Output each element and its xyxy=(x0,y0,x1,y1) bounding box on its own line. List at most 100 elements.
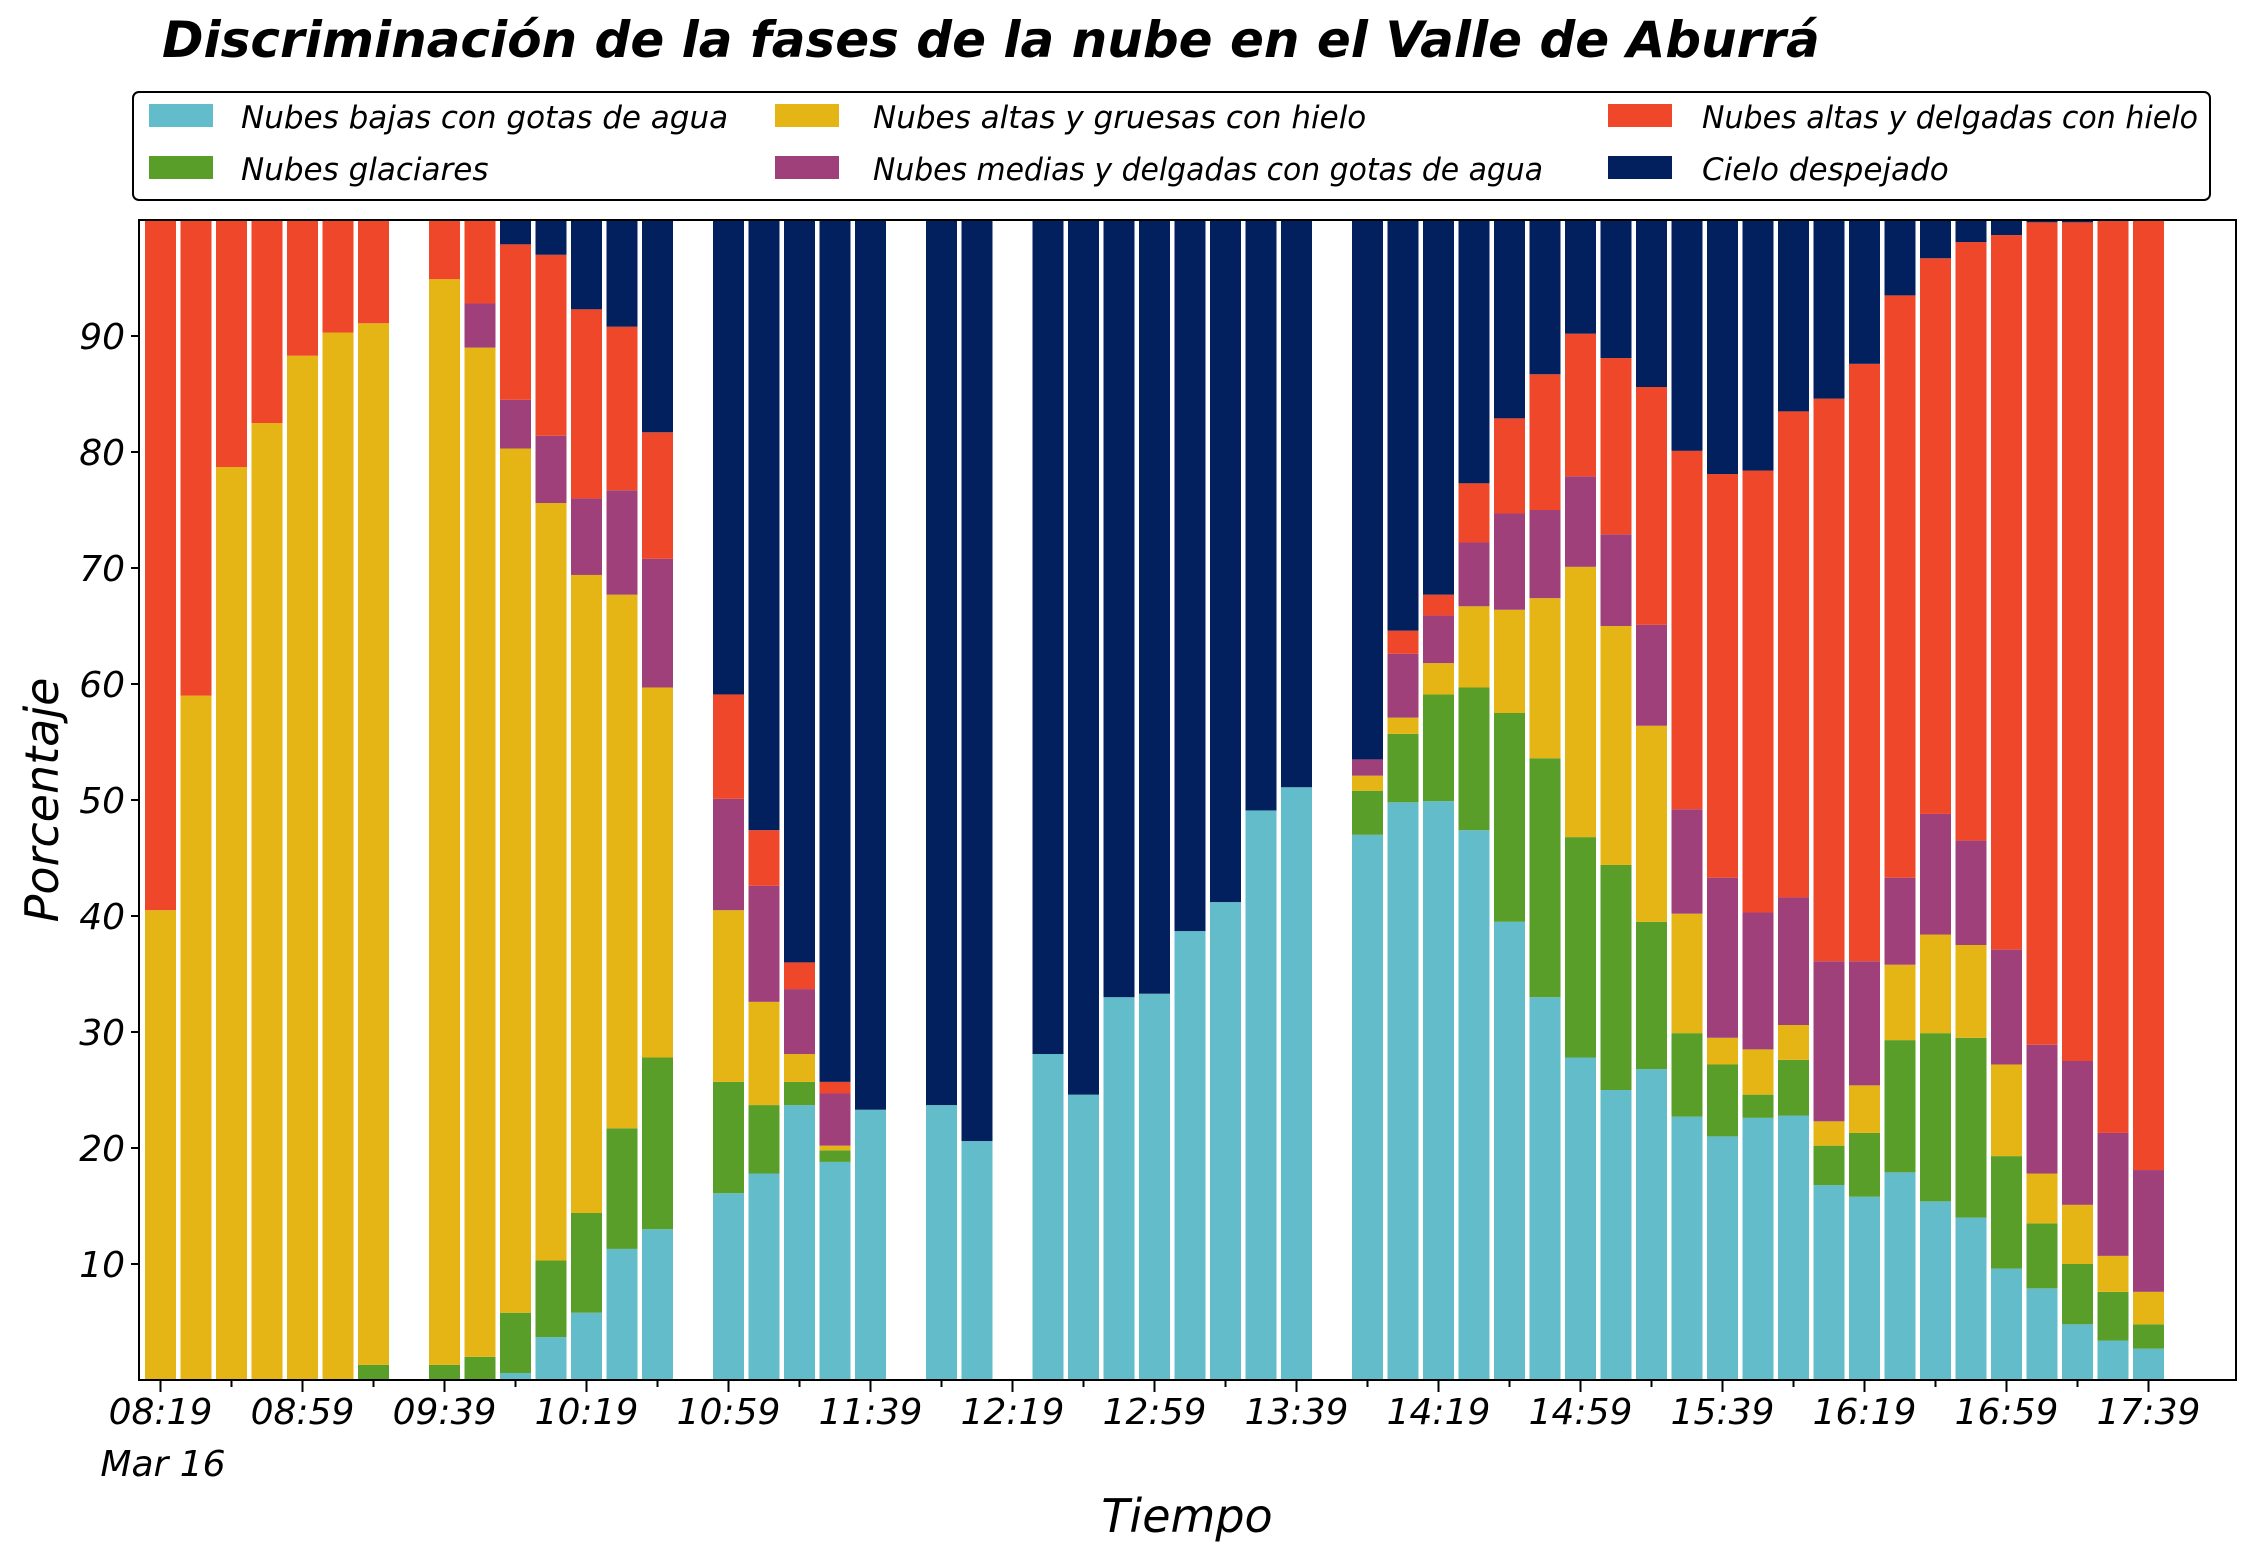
bar-segment-despejado-1649 xyxy=(1955,220,1987,243)
bar-segment-despejado-1329 xyxy=(1245,220,1277,811)
bar-segment-gruesas-1559 xyxy=(1778,1025,1809,1060)
bar-segment-despejado-1209 xyxy=(961,220,993,1142)
bar-segment-delgadas-1039 xyxy=(642,432,673,559)
bar-segment-delgadas-0829 xyxy=(180,220,212,696)
bar-segment-despejado-1709 xyxy=(2026,220,2058,223)
bar-segment-medias-1459 xyxy=(1565,476,1596,567)
bar-segment-despejado-1609 xyxy=(1813,220,1845,399)
bar-segment-medias-1009 xyxy=(535,435,567,504)
x-tick-label: 12:19 xyxy=(961,1392,1065,1433)
bar-segment-medias-1019 xyxy=(571,498,602,575)
legend-label-bajas: Nubes bajas con gotas de agua xyxy=(241,100,728,136)
bar-segment-delgadas-0959 xyxy=(500,244,531,400)
bar-stacks xyxy=(145,220,2164,1381)
bar-segment-bajas-1539 xyxy=(1707,1136,1738,1380)
bar-segment-despejado-1639 xyxy=(1920,220,1951,259)
bar-segment-despejado-0959 xyxy=(500,220,531,245)
bar-segment-bajas-1659 xyxy=(1991,1268,2022,1380)
bar-segment-glaciares-0939 xyxy=(429,1364,460,1380)
y-tick-label: 10 xyxy=(79,1245,125,1286)
bar-segment-despejado-1529 xyxy=(1671,220,1703,451)
bar-segment-delgadas-0949 xyxy=(464,220,496,304)
bar-segment-medias-1639 xyxy=(1920,813,1951,935)
bar-segment-bajas-1649 xyxy=(1955,1217,1987,1380)
chart-title: Discriminación de la fases de la nube en… xyxy=(162,11,1820,69)
bar-segment-medias-1559 xyxy=(1778,897,1809,1026)
bar-segment-medias-0949 xyxy=(464,303,496,348)
bar-segment-glaciares-1019 xyxy=(571,1212,602,1313)
legend-swatch-delgadas xyxy=(1608,104,1672,127)
bar-segment-gruesas-1439 xyxy=(1494,609,1525,713)
bar-segment-gruesas-0839 xyxy=(216,467,247,1381)
bar-segment-delgadas-1449 xyxy=(1529,374,1561,510)
bar-segment-despejado-1029 xyxy=(606,220,638,327)
bar-segment-delgadas-1519 xyxy=(1636,387,1667,625)
bar-segment-delgadas-0859 xyxy=(287,220,318,356)
bar-segment-delgadas-1059 xyxy=(713,694,744,799)
bar-segment-glaciares-1059 xyxy=(713,1081,744,1194)
y-axis-label: Porcentaje xyxy=(15,678,69,923)
bar-segment-delgadas-1559 xyxy=(1778,411,1809,898)
y-tick-label: 70 xyxy=(79,549,125,590)
bar-segment-gruesas-1419 xyxy=(1423,663,1454,695)
bar-segment-delgadas-1639 xyxy=(1920,258,1951,814)
bar-segment-gruesas-1119 xyxy=(784,1054,815,1082)
bar-segment-despejado-1129 xyxy=(819,220,851,1082)
bar-segment-medias-0959 xyxy=(500,399,531,449)
bar-segment-delgadas-1429 xyxy=(1458,483,1490,543)
bar-segment-medias-1359 xyxy=(1352,759,1383,776)
bar-segment-bajas-1029 xyxy=(606,1248,638,1380)
bar-segment-delgadas-1729 xyxy=(2097,221,2129,1133)
bar-segment-bajas-1129 xyxy=(819,1161,851,1380)
bar-segment-glaciares-1529 xyxy=(1671,1033,1703,1117)
bar-segment-bajas-1039 xyxy=(642,1229,673,1380)
bar-segment-glaciares-1619 xyxy=(1849,1132,1880,1197)
bar-segment-gruesas-0849 xyxy=(251,423,283,1380)
bar-segment-gruesas-1029 xyxy=(606,594,638,1129)
bar-segment-despejado-1439 xyxy=(1494,220,1525,419)
bar-segment-gruesas-1649 xyxy=(1955,945,1987,1038)
bar-segment-glaciares-0959 xyxy=(500,1312,531,1374)
bar-segment-despejado-1259 xyxy=(1139,220,1170,994)
bar-segment-medias-1549 xyxy=(1742,912,1774,1050)
bar-segment-delgadas-1419 xyxy=(1423,594,1454,616)
bar-segment-glaciares-0949 xyxy=(464,1356,496,1380)
bar-segment-gruesas-0939 xyxy=(429,279,460,1365)
bar-segment-gruesas-0959 xyxy=(500,448,531,1313)
bar-segment-medias-1449 xyxy=(1529,510,1561,599)
bar-segment-bajas-1519 xyxy=(1636,1069,1667,1380)
bar-segment-despejado-1429 xyxy=(1458,220,1490,484)
bar-segment-bajas-1249 xyxy=(1103,997,1135,1380)
bar-segment-gruesas-1009 xyxy=(535,503,567,1261)
bar-segment-delgadas-1409 xyxy=(1387,630,1419,654)
x-tick-label: 08:19 xyxy=(109,1392,213,1433)
bar-segment-despejado-1319 xyxy=(1210,220,1241,903)
bar-segment-medias-1519 xyxy=(1636,624,1667,726)
bar-segment-despejado-1419 xyxy=(1423,220,1454,595)
bar-segment-gruesas-1019 xyxy=(571,574,602,1213)
legend-swatch-medias xyxy=(775,156,839,179)
bar-segment-gruesas-0819 xyxy=(145,910,176,1380)
bar-segment-despejado-1039 xyxy=(642,220,673,433)
bar-segment-glaciares-1009 xyxy=(535,1260,567,1338)
bar-segment-medias-1629 xyxy=(1884,877,1916,965)
bar-segment-bajas-1559 xyxy=(1778,1115,1809,1380)
bar-segment-bajas-1419 xyxy=(1423,801,1454,1380)
bar-segment-despejado-1449 xyxy=(1529,220,1561,375)
bar-segment-gruesas-1459 xyxy=(1565,566,1596,838)
bar-segment-gruesas-1039 xyxy=(642,687,673,1058)
bar-segment-despejado-1249 xyxy=(1103,220,1135,998)
bar-segment-bajas-1549 xyxy=(1742,1117,1774,1380)
bar-segment-bajas-1439 xyxy=(1494,921,1525,1380)
bar-segment-medias-1129 xyxy=(819,1093,851,1146)
bar-segment-glaciares-1629 xyxy=(1884,1040,1916,1173)
bar-segment-bajas-1509 xyxy=(1600,1090,1632,1380)
bar-segment-bajas-1629 xyxy=(1884,1172,1916,1380)
bar-segment-despejado-1459 xyxy=(1565,220,1596,334)
bar-segment-bajas-1009 xyxy=(535,1337,567,1380)
bar-segment-glaciares-1709 xyxy=(2026,1223,2058,1289)
bar-segment-medias-1119 xyxy=(784,989,815,1055)
bar-segment-delgadas-1539 xyxy=(1707,474,1738,878)
legend-label-medias: Nubes medias y delgadas con gotas de agu… xyxy=(873,152,1543,188)
